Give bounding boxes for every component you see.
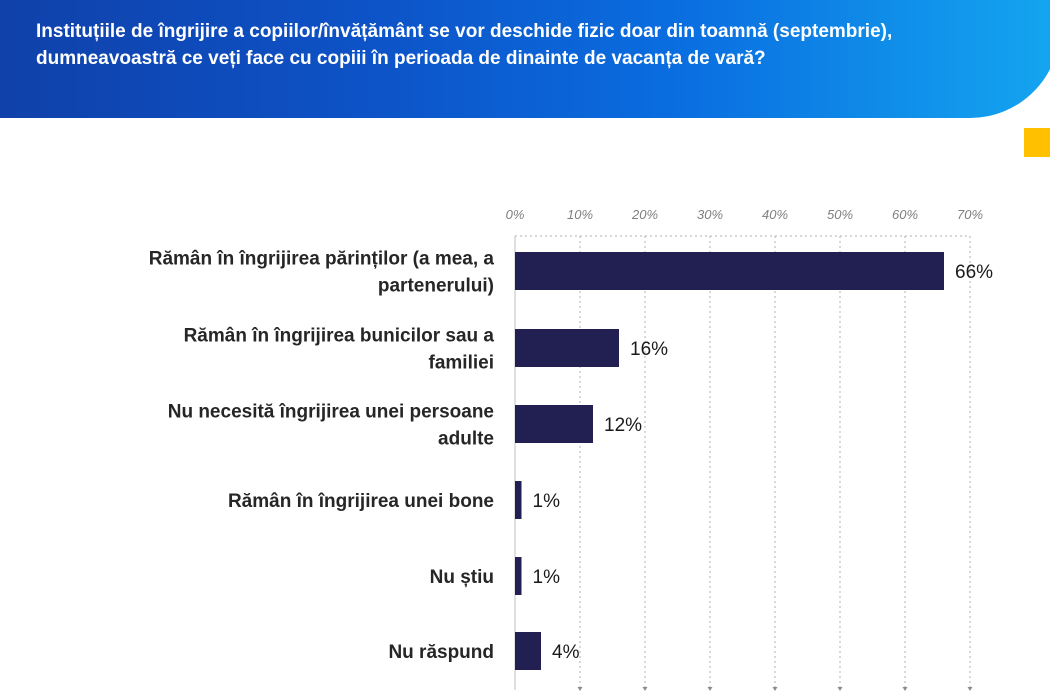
header-background bbox=[0, 0, 1050, 118]
category-label: familiei bbox=[429, 353, 494, 374]
x-tick-label: 40% bbox=[762, 207, 788, 222]
bar bbox=[515, 329, 619, 367]
gridline-end-marker bbox=[772, 687, 778, 691]
x-tick-label: 60% bbox=[892, 207, 918, 222]
gridline-end-marker bbox=[707, 687, 713, 691]
category-label: Nu răspund bbox=[388, 642, 494, 663]
data-label: 12% bbox=[604, 415, 642, 436]
category-label: Nu știu bbox=[430, 567, 494, 588]
x-tick-label: 0% bbox=[506, 207, 525, 222]
x-tick-label: 20% bbox=[631, 207, 658, 222]
question-title: Instituțiile de îngrijire a copiilor/înv… bbox=[36, 21, 893, 69]
data-label: 1% bbox=[533, 567, 561, 588]
bar bbox=[515, 632, 541, 670]
x-tick-label: 50% bbox=[827, 207, 853, 222]
corner-badge bbox=[1024, 128, 1050, 157]
category-label: adulte bbox=[438, 429, 494, 450]
gridline-end-marker bbox=[837, 687, 843, 691]
data-label: 4% bbox=[552, 642, 580, 663]
bar bbox=[515, 252, 944, 290]
category-label: Rămân în îngrijirea unei bone bbox=[228, 491, 494, 512]
category-label: Rămân în îngrijirea bunicilor sau a bbox=[184, 326, 495, 347]
bar bbox=[515, 405, 593, 443]
x-tick-label: 30% bbox=[697, 207, 723, 222]
gridline-end-marker bbox=[577, 687, 583, 691]
bar bbox=[515, 557, 522, 595]
x-tick-label: 10% bbox=[567, 207, 593, 222]
data-label: 66% bbox=[955, 262, 993, 283]
bar bbox=[515, 481, 522, 519]
x-tick-label: 70% bbox=[957, 207, 983, 222]
gridline-end-marker bbox=[902, 687, 908, 691]
header-banner: Instituțiile de îngrijire a copiilor/înv… bbox=[0, 0, 1050, 118]
data-label: 1% bbox=[533, 491, 561, 512]
gridline-end-marker bbox=[967, 687, 973, 691]
gridline-end-marker bbox=[642, 687, 648, 691]
category-label: Nu necesită îngrijirea unei persoane bbox=[168, 402, 494, 423]
data-label: 16% bbox=[630, 339, 668, 360]
category-label: Rămân în îngrijirea părinților (a mea, a bbox=[149, 249, 495, 270]
category-label: partenerului) bbox=[378, 276, 494, 297]
